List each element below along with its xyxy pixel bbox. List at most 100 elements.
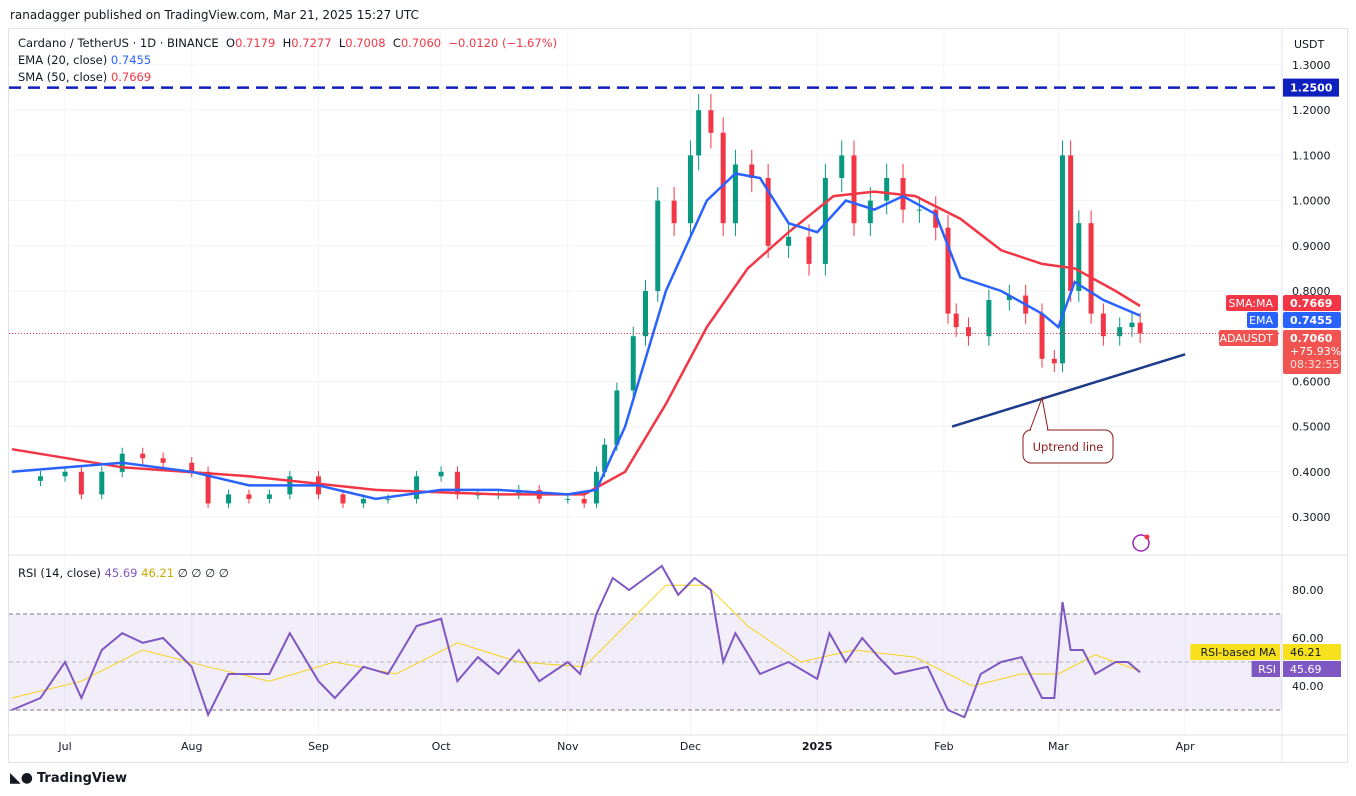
y-tick-label: 0.6000: [1292, 375, 1331, 388]
symbol-title[interactable]: Cardano / TetherUS · 1D · BINANCE: [18, 36, 219, 50]
y-tick-label: 1.0000: [1292, 195, 1331, 208]
change-value: −0.0120 (−1.67%): [448, 36, 558, 50]
rsi-tag-name-box: [1251, 661, 1280, 677]
candle-body: [696, 110, 702, 156]
candle-body: [867, 200, 873, 224]
resistance-price-label: 1.2500: [1290, 82, 1333, 95]
candle-body: [965, 327, 971, 337]
rsi-legend[interactable]: RSI (14, close) 45.69 46.21 ∅ ∅ ∅ ∅: [18, 566, 229, 580]
rsi-tag-name: RSI-based MA: [1200, 646, 1276, 659]
candle-body: [630, 336, 636, 391]
candle-body: [765, 178, 771, 246]
tv-logo-icon: ◣●: [10, 770, 33, 786]
y-tick-label: 1.2000: [1292, 104, 1331, 117]
candle-body: [708, 110, 714, 133]
candle-body: [205, 471, 211, 504]
low-value: 0.7008: [345, 36, 386, 50]
x-tick-label: Sep: [308, 740, 329, 753]
candle-body: [226, 494, 232, 504]
price-tag-name: EMA: [1249, 314, 1273, 327]
candle-body: [839, 155, 845, 178]
candle-body: [1051, 358, 1057, 364]
candle-body: [953, 313, 959, 328]
x-tick-label: Mar: [1048, 740, 1069, 753]
candle-body: [99, 471, 105, 495]
candle-body: [1076, 223, 1082, 291]
candle-body: [37, 476, 43, 481]
x-tick-label: 2025: [802, 740, 833, 753]
price-change-percent: +75.93%: [1290, 345, 1341, 358]
price-tag-name-box: [1247, 312, 1278, 328]
ema-20-line: [11, 172, 1141, 501]
sma-50-line: [11, 190, 1141, 496]
candle-body: [655, 200, 661, 291]
candle-body: [189, 462, 195, 472]
candle-body: [1059, 155, 1065, 364]
candle-body: [581, 498, 587, 504]
y-tick-label: 1.1000: [1292, 149, 1331, 162]
rsi-tag-name-box: [1190, 644, 1280, 660]
rsi-tick-label: 80.00: [1292, 584, 1324, 597]
candle-body: [614, 390, 620, 445]
symbol-legend: Cardano / TetherUS · 1D · BINANCE O0.717…: [18, 36, 558, 50]
event-dot-icon: [1144, 534, 1150, 540]
candle-body: [671, 200, 677, 224]
rsi-line: [11, 564, 1141, 719]
x-tick-label: Apr: [1176, 740, 1196, 753]
price-tag-value-box: [1283, 330, 1341, 374]
high-value: 0.7277: [291, 36, 332, 50]
price-tag-value-box: [1283, 312, 1341, 328]
rsi-tick-label: 40.00: [1292, 680, 1324, 693]
candle-body: [749, 164, 755, 178]
candle-body: [340, 494, 346, 504]
candle-body: [642, 291, 648, 337]
candle-body: [1039, 313, 1045, 359]
chart-frame[interactable]: [8, 28, 1348, 763]
callout-box: [1022, 429, 1114, 464]
sma-legend[interactable]: SMA (50, close) 0.7669: [18, 70, 152, 84]
candle-body: [806, 236, 812, 264]
close-value: 0.7060: [400, 36, 442, 50]
rsi-tag-value: 46.21: [1290, 646, 1322, 659]
y-tick-label: 0.8000: [1292, 285, 1331, 298]
candle-body: [438, 471, 444, 477]
candle-body: [385, 498, 391, 500]
candle-body: [360, 498, 366, 504]
candle-body: [720, 132, 726, 224]
candle-body: [851, 155, 857, 224]
flash-event-icon: [1132, 534, 1150, 552]
uptrend-annotation: Uptrend line: [1033, 440, 1104, 454]
candle-body: [454, 471, 460, 495]
candle-body: [602, 444, 608, 472]
x-tick-label: Nov: [557, 740, 579, 753]
candle-body: [1088, 223, 1094, 314]
x-tick-label: Oct: [432, 740, 452, 753]
rsi-tag-value: 45.69: [1290, 663, 1322, 676]
candle-body: [916, 209, 922, 211]
candle-body: [884, 178, 890, 201]
candle-body: [933, 209, 939, 228]
price-tag-name-box: [1226, 295, 1278, 311]
candle-body: [246, 494, 252, 499]
y-tick-label: 0.5000: [1292, 421, 1331, 434]
resistance-price-box: [1283, 78, 1339, 97]
candle-body: [1006, 295, 1012, 301]
x-tick-label: Dec: [680, 740, 701, 753]
bar-countdown: 08:32:55: [1290, 358, 1339, 371]
candle-body: [732, 164, 738, 224]
rsi-tag-value-box: [1283, 661, 1341, 677]
ema-legend[interactable]: EMA (20, close) 0.7455: [18, 53, 152, 67]
y-tick-label: 0.3000: [1292, 511, 1331, 524]
tradingview-logo[interactable]: ◣● TradingView: [10, 770, 128, 786]
candle-body: [62, 471, 68, 477]
price-tag-name: SMA:MA: [1228, 297, 1273, 310]
candle-body: [78, 471, 84, 495]
candle-body: [1117, 327, 1123, 337]
price-tag-value-box: [1283, 295, 1341, 311]
x-tick-label: Jul: [57, 740, 71, 753]
price-tag-name: ADAUSDT: [1219, 332, 1273, 345]
candle-body: [1129, 322, 1135, 328]
x-tick-label: Feb: [934, 740, 953, 753]
candle-body: [414, 476, 420, 499]
